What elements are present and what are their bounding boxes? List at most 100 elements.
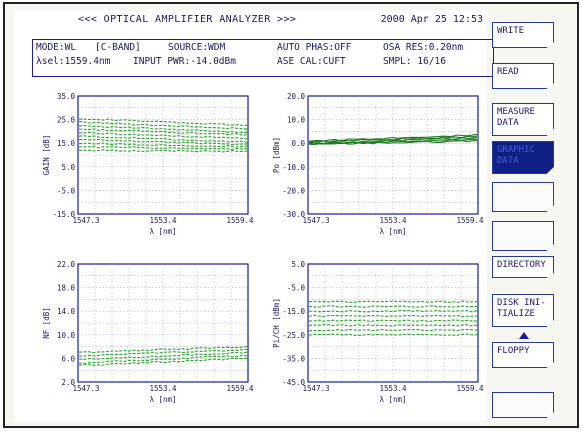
trace-line (78, 346, 248, 354)
trace-line (78, 128, 248, 136)
y-tick-label: -15.0 (52, 210, 75, 219)
trace-line (78, 120, 248, 130)
write-button[interactable]: WRITE (492, 22, 554, 48)
nf-graph: 22.0 18.0 14.0 10.0 6.0 2.0 1547.3 1553.4 1559.4… (38, 258, 258, 408)
trace-line (308, 140, 477, 145)
x-tick-label: 1547.3 (72, 384, 99, 393)
trace-line (78, 135, 248, 143)
y-tick-label: 10.0 (287, 116, 306, 125)
y-tick-label: -45.0 (282, 378, 305, 387)
y-tick-label: 10.0 (57, 331, 76, 340)
measurement-info-box: MODE:WL [C-BAND] SOURCE:WDM AUTO PHAS:OF… (32, 39, 494, 77)
trace-line (78, 138, 248, 146)
pich-graph: 5.0 -5.0 -15.0 -25.0 -35.0 -45.0 1547.3 1553.4 1… (268, 258, 488, 408)
datetime: 2000 Apr 25 12:53 (380, 14, 483, 25)
y-tick-label: 0.0 (291, 139, 305, 148)
read-button[interactable]: READ (492, 63, 554, 89)
trace-line (308, 135, 478, 143)
x-tick-label: 1547.3 (302, 216, 329, 225)
x-tick-label: 1553.4 (379, 216, 407, 225)
trace-line (308, 333, 478, 336)
blank-softkey-1[interactable] (492, 182, 554, 212)
auto-phas-label: AUTO PHAS:OFF (277, 42, 352, 53)
x-axis-label: λ [nm] (379, 227, 406, 236)
ase-cal-label: ASE CAL:CUFT (277, 56, 346, 67)
osa-res-label: OSA RES:0.20nm (383, 42, 464, 53)
y-axis-label: Pi/CH [dBm] (272, 298, 281, 348)
y-tick-label: -15.0 (282, 307, 305, 316)
po-graph: 20.0 10.0 0.0 -10.0 -20.0 -30.0 1547.3 1553.4 15… (268, 90, 488, 240)
trace-line (308, 328, 478, 332)
trace-line (79, 118, 248, 126)
smpl-label: SMPL: 16/16 (383, 56, 446, 67)
y-tick-label: 18.0 (57, 284, 76, 293)
x-tick-label: 1553.4 (379, 384, 407, 393)
x-tick-label: 1559.4 (456, 384, 484, 393)
trace-line (308, 314, 478, 317)
y-axis-label: NF [dB] (42, 307, 51, 339)
y-tick-label: -10.0 (282, 163, 305, 172)
trace-line (308, 319, 477, 322)
app-title: <<< OPTICAL AMPLIFIER ANALYZER >>> (78, 14, 297, 25)
y-tick-label: 5.0 (291, 260, 305, 269)
lambda-sel-label: λsel:1559.4nm (36, 56, 111, 67)
y-tick-label: 35.0 (57, 92, 76, 101)
y-tick-label: -25.0 (282, 331, 305, 340)
x-axis-label: λ [nm] (379, 395, 406, 404)
trace-line (308, 305, 478, 308)
trace-line (79, 348, 248, 357)
y-tick-label: 2.0 (61, 378, 75, 387)
trace-line (78, 357, 248, 366)
scroll-up-arrow-icon[interactable] (519, 332, 529, 339)
trace-line (78, 149, 248, 153)
y-tick-label: 6.0 (61, 354, 75, 363)
y-tick-label: 25.0 (57, 116, 76, 125)
y-tick-label: 15.0 (57, 139, 76, 148)
trace-line (308, 324, 478, 327)
trace-line (308, 300, 478, 304)
disk-initialize-button[interactable]: DISK INI- TIALIZE (492, 294, 554, 327)
floppy-button[interactable]: FLOPPY (492, 342, 554, 368)
x-tick-label: 1559.4 (226, 216, 254, 225)
x-tick-label: 1547.3 (302, 384, 329, 393)
main-display: <<< OPTICAL AMPLIFIER ANALYZER >>> 2000 … (14, 10, 494, 421)
trace-line (308, 133, 478, 142)
graphic-data-button[interactable]: GRAPHIC DATA (492, 141, 554, 174)
measure-data-button[interactable]: MEASURE DATA (492, 103, 554, 136)
band-label: [C-BAND] (95, 42, 141, 53)
y-tick-label: 22.0 (57, 260, 76, 269)
y-tick-label: -30.0 (282, 210, 305, 219)
input-pwr-label: INPUT PWR:-14.0dBm (133, 56, 236, 67)
y-tick-label: 20.0 (287, 92, 306, 101)
blank-softkey-3[interactable] (492, 392, 554, 418)
blank-softkey-2[interactable] (492, 221, 554, 251)
trace-line (308, 309, 478, 313)
x-axis-label: λ [nm] (149, 227, 176, 236)
y-tick-label: 5.0 (61, 163, 75, 172)
trace-line (308, 138, 478, 146)
trace-line (78, 125, 248, 134)
directory-button[interactable]: DIRECTORY (492, 256, 554, 278)
y-tick-label: 14.0 (57, 307, 76, 316)
trace-line (78, 145, 248, 150)
y-tick-label: -20.0 (282, 186, 305, 195)
trace-line (308, 137, 478, 144)
x-axis-label: λ [nm] (149, 395, 176, 404)
source-label: SOURCE:WDM (168, 42, 226, 53)
trace-line (78, 351, 248, 361)
mode-label: MODE:WL (36, 42, 77, 53)
trace-line (78, 131, 248, 140)
trace-line (78, 142, 248, 148)
x-tick-label: 1553.4 (149, 216, 177, 225)
y-axis-label: GAIN [dB] (42, 135, 51, 176)
x-tick-label: 1553.4 (149, 384, 177, 393)
y-tick-label: -5.0 (287, 284, 306, 293)
title-bar: <<< OPTICAL AMPLIFIER ANALYZER >>> 2000 … (14, 10, 487, 28)
x-tick-label: 1559.4 (456, 216, 484, 225)
y-tick-label: -5.0 (57, 186, 76, 195)
gain-graph: 35.0 25.0 15.0 5.0 -5.0 -15.0 1547.3 1553.4 1559… (38, 90, 258, 240)
